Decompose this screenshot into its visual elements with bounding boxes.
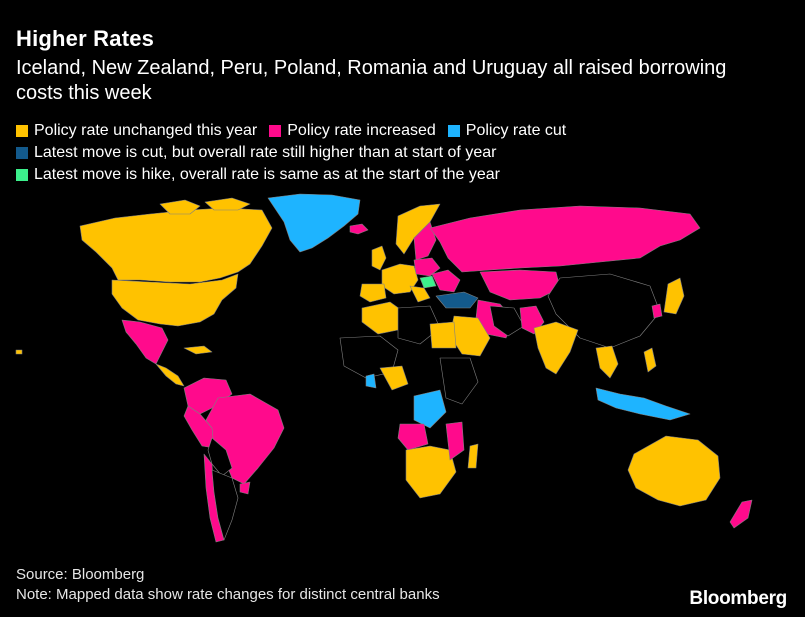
world-map <box>15 193 753 543</box>
region-iceland <box>349 223 369 235</box>
region-turkey <box>435 291 479 309</box>
legend-swatch-cut-but-higher <box>16 147 28 159</box>
region-canada <box>79 207 273 283</box>
legend-label: Policy rate unchanged this year <box>34 122 258 139</box>
source-note: Source: Bloomberg <box>16 566 145 583</box>
legend: Policy rate unchanged this year Policy r… <box>16 120 796 186</box>
region-uk <box>371 245 387 271</box>
region-central-africa <box>413 389 447 429</box>
footnote: Note: Mapped data show rate changes for … <box>16 586 440 603</box>
legend-label: Policy rate cut <box>465 122 567 139</box>
region-korea <box>651 303 663 319</box>
legend-swatch-increased <box>269 125 282 137</box>
legend-item-cut-but-higher: Latest move is cut, but overall rate sti… <box>16 142 496 164</box>
legend-label: Latest move is hike, overall rate is sam… <box>34 166 500 183</box>
region-japan <box>663 277 685 315</box>
region-north-africa-mid <box>397 305 441 345</box>
legend-swatch-cut <box>447 125 460 137</box>
region-madagascar <box>467 443 479 469</box>
region-philippines <box>643 347 657 373</box>
region-russia <box>429 205 701 273</box>
region-iran <box>489 305 525 337</box>
region-canada-islands <box>159 197 251 215</box>
region-small-island <box>15 349 23 355</box>
region-new-zealand <box>729 499 753 529</box>
chart-subtitle: Iceland, New Zealand, Peru, Poland, Roma… <box>16 57 727 104</box>
chart-title: Higher Rates <box>16 26 155 51</box>
region-angola <box>397 423 429 451</box>
region-uruguay <box>239 481 251 495</box>
region-nigeria <box>379 365 409 391</box>
legend-item-unchanged: Policy rate unchanged this year <box>16 120 257 142</box>
region-poland <box>413 257 441 277</box>
region-east-africa <box>439 357 479 405</box>
region-southern-africa <box>405 445 457 499</box>
region-argentina <box>211 469 239 541</box>
region-ghana <box>365 373 377 389</box>
region-india <box>533 321 579 375</box>
region-sweden <box>413 221 437 261</box>
region-iberia <box>359 283 387 303</box>
legend-item-cut: Policy rate cut <box>447 120 567 142</box>
region-peru <box>183 405 215 449</box>
region-usa <box>111 273 239 327</box>
region-balkans <box>409 285 431 303</box>
region-mozambique <box>445 421 465 461</box>
region-hungary <box>419 275 437 289</box>
legend-swatch-unchanged <box>16 125 28 137</box>
region-greenland <box>267 193 361 253</box>
region-egypt <box>429 321 457 349</box>
legend-swatch-hike-same <box>16 169 28 181</box>
region-mexico <box>121 319 169 365</box>
region-central-america <box>155 363 185 387</box>
region-se-asia <box>595 345 619 379</box>
region-indonesia <box>595 387 691 421</box>
legend-item-hike-same: Latest move is hike, overall rate is sam… <box>16 164 500 186</box>
region-eastern-europe <box>431 269 461 293</box>
legend-item-increased: Policy rate increased <box>269 120 436 142</box>
brand-logo: Bloomberg <box>689 588 787 609</box>
legend-label: Latest move is cut, but overall rate sti… <box>34 144 497 161</box>
legend-label: Policy rate increased <box>287 122 436 139</box>
region-australia <box>627 435 721 507</box>
region-caribbean <box>183 345 213 355</box>
